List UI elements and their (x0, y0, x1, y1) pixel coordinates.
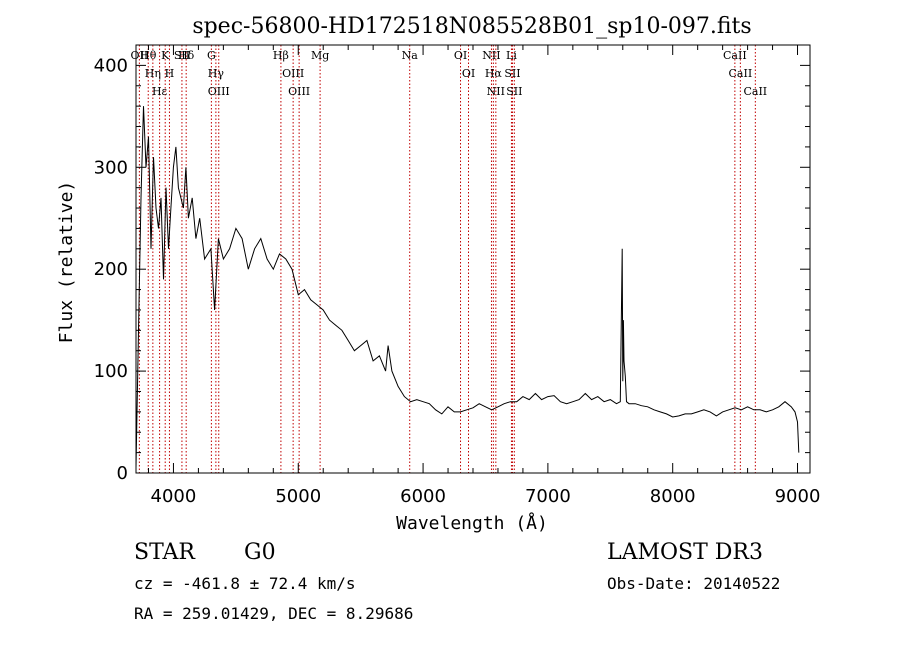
x-tick-label: 5000 (275, 486, 321, 507)
spectral-line-label: Hα (485, 67, 503, 80)
spectral-line-label: SII (174, 49, 190, 62)
spectral-line-label: Na (402, 49, 419, 62)
spectral-line-label: Hθ (140, 49, 157, 62)
spectral-line-label: SII (506, 85, 522, 98)
spectral-line-label: Hε (152, 85, 168, 98)
spectral-line-label: OIII (282, 67, 304, 80)
x-tick-label: 9000 (775, 486, 821, 507)
spectral-lines (138, 45, 756, 473)
y-tick-label: 300 (94, 157, 128, 178)
spectral-line-label: NII (482, 49, 500, 62)
spectral-line-label: CaII (729, 67, 753, 80)
spectral-line-label: OI (454, 49, 467, 62)
chart-title: spec-56800-HD172518N085528B01_sp10-097.f… (192, 14, 751, 39)
spectral-line-label: CaII (743, 85, 767, 98)
object-subclass: G0 (244, 540, 276, 565)
spectral-line-label: NII (487, 85, 505, 98)
spectral-line-label: H (165, 67, 175, 80)
x-axis-label: Wavelength (Å) (396, 512, 548, 534)
spectral-line-label: OIII (288, 85, 310, 98)
axis-ticks: 4000 5000 6000 7000 8000 9000 0 100 200 300 400 (94, 44, 821, 507)
spectral-line-label: Hδ (178, 49, 195, 62)
plot-frame (135, 44, 811, 474)
object-class: STAR (134, 540, 195, 565)
spectral-line-label: K (161, 49, 170, 62)
spectral-line-label: OI (462, 67, 475, 80)
coordinates: RA = 259.01429, DEC = 8.29686 (134, 604, 414, 623)
y-axis-label: Flux (relative) (56, 181, 77, 344)
flux-series-line (135, 106, 800, 468)
spectral-line-label: Hγ (208, 67, 225, 80)
x-tick-label: 8000 (650, 486, 696, 507)
x-tick-label: 4000 (151, 486, 197, 507)
spectral-line-label: OIII (208, 85, 230, 98)
spectral-line-label: Mg (311, 49, 329, 62)
spectral-line-label: G (207, 49, 216, 62)
survey-name: LAMOST DR3 (607, 540, 763, 565)
spectral-line-label: OII (131, 49, 149, 62)
y-tick-label: 400 (94, 55, 128, 76)
y-tick-label: 200 (94, 259, 128, 280)
spectral-line-label: CaII (723, 49, 747, 62)
spectral-line-label: SII (504, 67, 520, 80)
spectral-line-label: Li (506, 49, 517, 62)
x-tick-label: 6000 (400, 486, 446, 507)
x-tick-label: 7000 (525, 486, 571, 507)
redshift-velocity: cz = -461.8 ± 72.4 km/s (134, 574, 356, 593)
observation-date: Obs-Date: 20140522 (607, 574, 781, 593)
y-tick-label: 100 (94, 361, 128, 382)
spectral-line-label: Hβ (273, 49, 289, 62)
spectral-line-label: Hη (145, 67, 161, 80)
y-tick-label: 0 (117, 463, 128, 484)
